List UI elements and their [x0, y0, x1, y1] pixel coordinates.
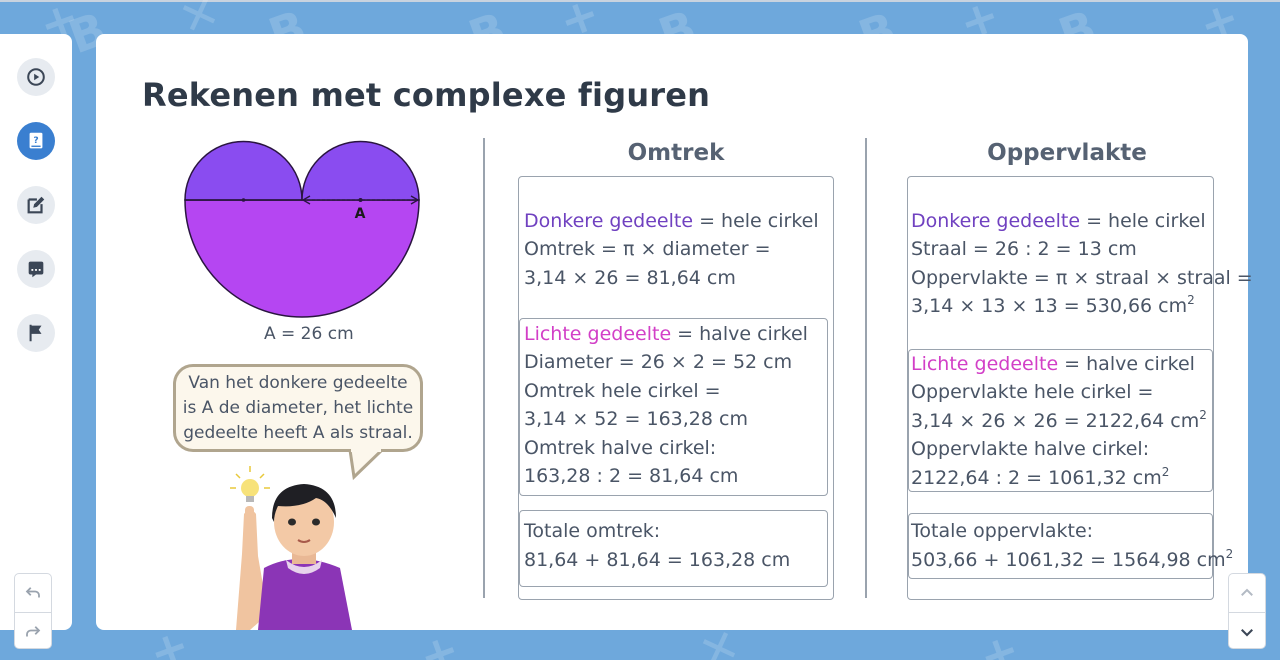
omtrek-light-line: 3,14 × 52 = 163,28 cm — [524, 408, 748, 431]
flag-icon — [29, 324, 42, 342]
squared-exponent: 2 — [1225, 547, 1234, 561]
a-marker: A — [355, 206, 366, 222]
page-nav-group — [1228, 573, 1266, 649]
play-circle-button[interactable] — [17, 58, 55, 96]
omtrek-light-box: Lichte gedeelte = halve cirkel Diameter … — [519, 318, 828, 496]
column-divider — [483, 138, 485, 598]
chevron-down-icon — [1241, 628, 1253, 636]
dark-part-label: Donkere gedeelte — [524, 210, 694, 232]
bubble-line: is A de diameter, het lichte — [182, 398, 414, 418]
opp-light-box: Lichte gedeelte = halve cirkel Oppervlak… — [908, 349, 1213, 492]
dark-part-suffix: = hele cirkel — [1080, 210, 1206, 232]
scroll-down-button[interactable] — [1229, 612, 1265, 650]
omtrek-dark-line: Omtrek = π × diameter = — [524, 238, 771, 261]
dark-part-suffix: = hele cirkel — [693, 210, 819, 232]
svg-text:?: ? — [33, 135, 38, 146]
omtrek-light-title: Lichte gedeelte = halve cirkel — [524, 320, 808, 348]
column-divider — [865, 138, 867, 598]
oppervlakte-heading: Oppervlakte — [987, 140, 1147, 166]
top-border — [0, 0, 1280, 2]
opp-light-title: Lichte gedeelte = halve cirkel — [911, 350, 1195, 378]
undo-button[interactable] — [15, 574, 51, 612]
book-question-icon: ? — [29, 132, 43, 149]
omtrek-total-box: Totale omtrek: 81,64 + 81,64 = 163,28 cm — [519, 510, 828, 587]
opp-light-line: Oppervlakte hele cirkel = — [911, 381, 1154, 404]
chat-button[interactable] — [17, 250, 55, 288]
omtrek-light-line: Omtrek halve cirkel: — [524, 436, 717, 459]
redo-button[interactable] — [15, 612, 51, 650]
opp-total-box: Totale oppervlakte: 503,66 + 1061,32 = 1… — [908, 513, 1233, 579]
oppervlakte-panel: Donkere gedeelte = hele cirkel Straal = … — [907, 176, 1253, 600]
left-toolbar: ? — [0, 34, 72, 649]
light-part-suffix: = halve cirkel — [671, 323, 808, 345]
opp-light-line: 2122,64 : 2 = 1061,32 cm2 — [911, 464, 1170, 489]
lightbulb-icon — [230, 466, 270, 502]
opp-dark-line: 3,14 × 13 × 13 = 530,66 cm2 — [911, 293, 1195, 318]
omtrek-dark-line: 3,14 × 26 = 81,64 cm — [524, 266, 736, 289]
squared-exponent: 2 — [1161, 464, 1170, 479]
squared-exponent: 2 — [1199, 407, 1207, 422]
omtrek-total-line: 81,64 + 81,64 = 163,28 cm — [524, 549, 791, 571]
opp-dark-title: Donkere gedeelte = hele cirkel — [911, 207, 1206, 235]
opp-dark-line: Straal = 26 : 2 = 13 cm — [911, 238, 1137, 261]
light-part-label: Lichte gedeelte — [911, 353, 1059, 375]
chat-icon — [28, 261, 44, 278]
omtrek-heading: Omtrek — [627, 140, 725, 166]
omtrek-dark-title: Donkere gedeelte = hele cirkel — [524, 207, 819, 235]
bubble-tail — [348, 449, 384, 481]
bubble-line: gedeelte heeft A als straal. — [183, 423, 413, 443]
edit-button[interactable] — [17, 186, 55, 224]
opp-total-line: 503,66 + 1061,32 = 1564,98 cm2 — [911, 547, 1234, 571]
speech-bubble: Van het donkere gedeelte is A de diamete… — [173, 364, 423, 452]
heart-figure: A — [184, 140, 420, 318]
redo-icon — [26, 625, 41, 636]
squared-exponent: 2 — [1187, 293, 1195, 308]
omtrek-total-line: Totale omtrek: — [524, 520, 661, 542]
light-part-suffix: = halve cirkel — [1058, 353, 1195, 375]
book-question-button[interactable]: ? — [17, 122, 55, 160]
bubble-line: Van het donkere gedeelte — [188, 373, 408, 393]
flag-button[interactable] — [17, 314, 55, 352]
a-value-label: A = 26 cm — [264, 324, 354, 344]
play-circle-icon — [27, 68, 45, 86]
opp-dark-line: Oppervlakte = π × straal × straal = — [911, 266, 1253, 289]
chevron-up-icon — [1241, 588, 1253, 596]
opp-light-line: Oppervlakte halve cirkel: — [911, 438, 1150, 461]
edit-icon — [27, 196, 45, 214]
opp-total-line: Totale oppervlakte: — [911, 520, 1094, 542]
page-title: Rekenen met complexe figuren — [142, 76, 711, 114]
omtrek-light-line: Omtrek hele cirkel = — [524, 379, 721, 402]
character-illustration — [230, 466, 352, 630]
content-card: Rekenen met complexe figuren A A = 26 cm… — [96, 34, 1253, 630]
scroll-up-button[interactable] — [1229, 574, 1265, 612]
light-part-label: Lichte gedeelte — [524, 323, 672, 345]
undo-icon — [25, 587, 40, 598]
undo-redo-group — [14, 573, 52, 649]
dark-part-label: Donkere gedeelte — [911, 210, 1081, 232]
omtrek-light-line: Diameter = 26 × 2 = 52 cm — [524, 351, 793, 374]
omtrek-light-line: 163,28 : 2 = 81,64 cm — [524, 465, 739, 487]
omtrek-panel: Donkere gedeelte = hele cirkel Omtrek = … — [518, 176, 834, 600]
opp-light-line: 3,14 × 26 × 26 = 2122,64 cm2 — [911, 407, 1207, 432]
